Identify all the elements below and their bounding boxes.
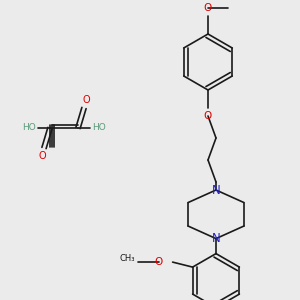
Text: O: O — [82, 95, 90, 105]
Text: HO: HO — [92, 124, 106, 133]
Text: O: O — [204, 111, 212, 121]
Text: O: O — [204, 3, 212, 13]
Text: N: N — [212, 184, 220, 196]
Text: O: O — [38, 151, 46, 161]
Text: O: O — [154, 257, 163, 267]
Text: CH₃: CH₃ — [119, 254, 135, 262]
Text: N: N — [212, 232, 220, 245]
Text: HO: HO — [22, 124, 36, 133]
